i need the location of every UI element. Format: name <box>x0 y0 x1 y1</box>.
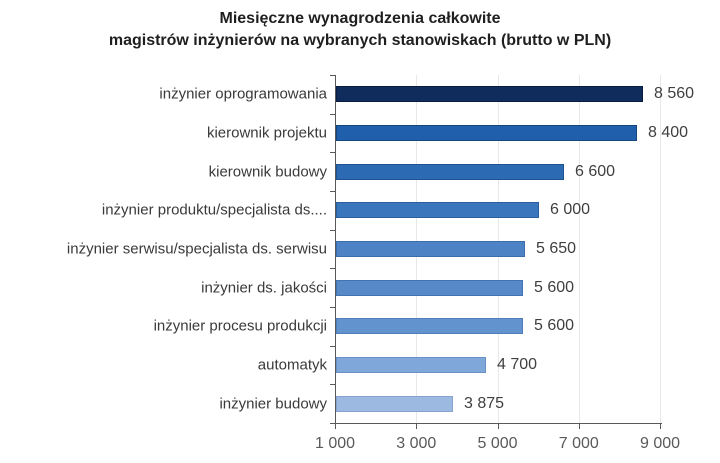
y-axis-tick <box>330 384 335 385</box>
value-label: 5 600 <box>534 317 575 335</box>
y-axis-line <box>335 75 336 424</box>
bar <box>336 241 525 257</box>
category-label: automatyk <box>257 356 327 374</box>
value-label: 8 560 <box>654 85 695 103</box>
x-axis-tick <box>578 424 580 429</box>
category-label: inżynier oprogramowania <box>159 85 327 103</box>
value-label: 5 650 <box>536 240 577 257</box>
bar <box>336 125 637 141</box>
bar <box>336 395 453 412</box>
x-tick-label: 3 000 <box>396 435 437 452</box>
y-axis-tick <box>330 230 335 231</box>
bar <box>336 318 523 335</box>
value-label: 8 400 <box>648 124 689 141</box>
x-axis-tick <box>660 424 661 429</box>
value-label: 5 600 <box>534 278 575 296</box>
value-label: 6 600 <box>575 162 616 180</box>
x-tick-label: 5 000 <box>477 435 518 452</box>
y-axis-tick <box>330 307 335 308</box>
x-tick-label: 9 000 <box>639 435 681 452</box>
gridline <box>578 75 580 423</box>
y-axis-tick <box>330 346 335 347</box>
x-axis-tick <box>497 424 499 429</box>
y-axis-tick <box>330 268 335 269</box>
chart-title: Miesięczne wynagrodzenia całkowite magis… <box>0 8 720 52</box>
category-label: kierownik projektu <box>206 124 327 142</box>
x-axis-tick <box>416 424 418 429</box>
bar <box>336 279 523 296</box>
x-axis-line <box>335 423 662 424</box>
plot-area: inżynier oprogramowania 8 560 kierownik pr… <box>67 75 694 452</box>
y-axis-tick <box>330 75 335 76</box>
value-label: 4 700 <box>497 356 538 373</box>
bar <box>336 86 643 103</box>
value-label: 3 875 <box>464 394 505 412</box>
category-label: inżynier procesu produkcji <box>153 317 327 335</box>
category-label: inżynier ds. jakości <box>201 279 327 297</box>
bar <box>336 357 486 373</box>
category-label: inżynier produktu/specjalista ds.... <box>101 201 327 219</box>
category-label: inżynier serwisu/specjalista ds. serwisu <box>66 240 327 258</box>
bar <box>336 163 564 180</box>
y-axis-tick <box>330 191 335 192</box>
category-label: inżynier budowy <box>219 395 327 413</box>
x-tick-label: 7 000 <box>558 435 599 452</box>
y-axis-tick <box>330 114 335 115</box>
value-label: 6 000 <box>550 201 591 219</box>
y-axis-tick <box>330 423 335 424</box>
chart-title-line2: magistrów inżynierów na wybranych stanow… <box>108 32 612 49</box>
bar <box>336 202 539 219</box>
x-tick-label: 1 000 <box>314 435 356 452</box>
category-label: kierownik budowy <box>208 163 327 181</box>
x-axis-tick <box>335 424 336 429</box>
chart-title-line1: Miesięczne wynagrodzenia całkowite <box>219 10 501 27</box>
y-axis-tick <box>330 152 335 153</box>
gridline <box>660 75 661 423</box>
